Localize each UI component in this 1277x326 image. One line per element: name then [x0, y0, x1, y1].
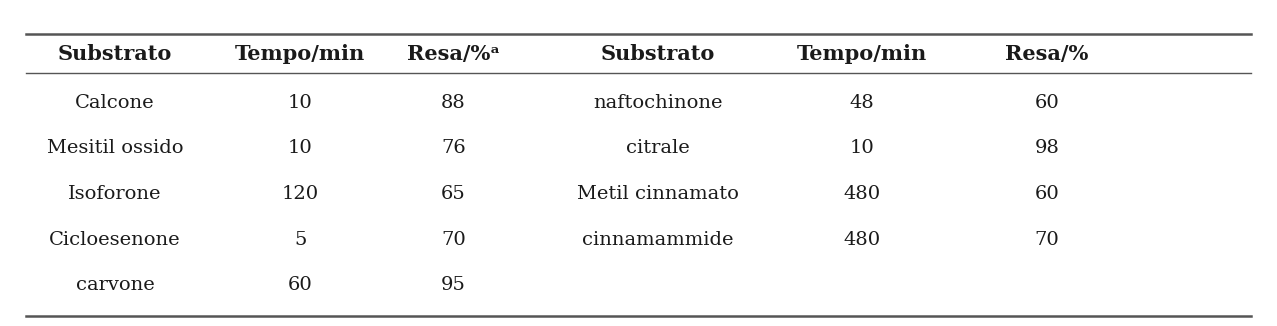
Text: 88: 88 [441, 94, 466, 112]
Text: 60: 60 [1034, 185, 1060, 203]
Text: 95: 95 [441, 276, 466, 294]
Text: 98: 98 [1034, 139, 1060, 157]
Text: Substrato: Substrato [600, 44, 715, 64]
Text: Metil cinnamato: Metil cinnamato [577, 185, 738, 203]
Text: 10: 10 [287, 94, 313, 112]
Text: Resa/%ᵃ: Resa/%ᵃ [407, 44, 499, 64]
Text: Tempo/min: Tempo/min [235, 44, 365, 64]
Text: 76: 76 [441, 139, 466, 157]
Text: 65: 65 [441, 185, 466, 203]
Text: 48: 48 [849, 94, 875, 112]
Text: naftochinone: naftochinone [593, 94, 723, 112]
Text: carvone: carvone [75, 276, 155, 294]
Text: 60: 60 [1034, 94, 1060, 112]
Text: 70: 70 [1034, 230, 1060, 249]
Text: cinnamammide: cinnamammide [582, 230, 733, 249]
Text: 480: 480 [843, 230, 881, 249]
Text: 60: 60 [287, 276, 313, 294]
Text: Mesitil ossido: Mesitil ossido [47, 139, 183, 157]
Text: Cicloesenone: Cicloesenone [49, 230, 181, 249]
Text: Isoforone: Isoforone [68, 185, 162, 203]
Text: citrale: citrale [626, 139, 690, 157]
Text: Calcone: Calcone [75, 94, 155, 112]
Text: Tempo/min: Tempo/min [797, 44, 927, 64]
Text: Resa/%: Resa/% [1005, 44, 1089, 64]
Text: 10: 10 [849, 139, 875, 157]
Text: 10: 10 [287, 139, 313, 157]
Text: Substrato: Substrato [57, 44, 172, 64]
Text: 480: 480 [843, 185, 881, 203]
Text: 120: 120 [281, 185, 319, 203]
Text: 5: 5 [294, 230, 306, 249]
Text: 70: 70 [441, 230, 466, 249]
